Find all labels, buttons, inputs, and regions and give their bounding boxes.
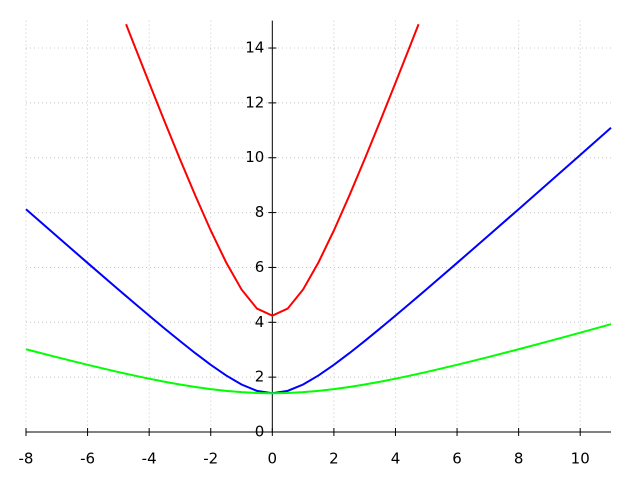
x-tick-label: 10: [571, 450, 590, 468]
x-tick-label: -6: [80, 450, 95, 468]
x-tick-label: -8: [19, 450, 34, 468]
x-tick-label: -4: [142, 450, 157, 468]
x-tick-label: 0: [268, 450, 278, 468]
y-tick-label: 12: [245, 93, 264, 111]
line-series: [25, 323, 612, 395]
x-tick-label: 4: [391, 450, 401, 468]
x-tick-label: -2: [203, 450, 218, 468]
line-series: [125, 23, 420, 317]
y-tick-label: 14: [245, 39, 264, 57]
line-series: [25, 127, 612, 395]
x-tick-label: 8: [514, 450, 524, 468]
y-tick-label: 6: [255, 258, 265, 276]
x-tick-label: 6: [452, 450, 462, 468]
y-tick-label: 10: [245, 148, 264, 166]
y-tick-label: 8: [255, 203, 265, 221]
y-tick-label: 2: [255, 368, 265, 386]
y-tick-label: 4: [255, 313, 265, 331]
x-tick-label: 2: [329, 450, 339, 468]
y-tick-label: 0: [255, 423, 265, 441]
